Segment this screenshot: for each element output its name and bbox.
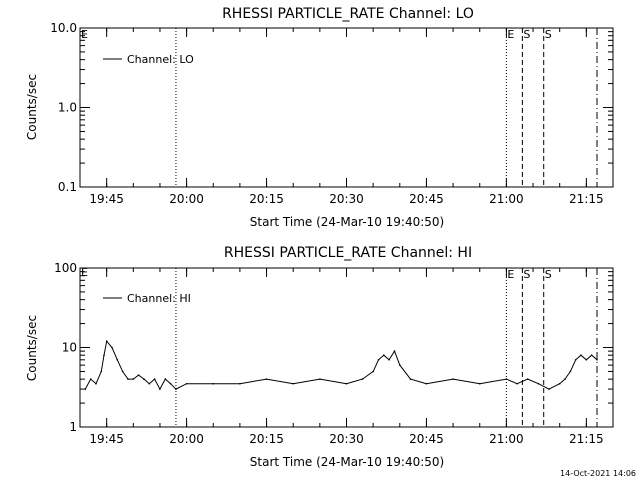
- data-point: [388, 359, 390, 361]
- data-point: [121, 370, 124, 373]
- data-point: [103, 354, 105, 357]
- x-tick-label: 20:30: [329, 192, 364, 206]
- event-marker-label: S: [545, 28, 552, 41]
- x-tick-label: 21:00: [489, 432, 524, 446]
- data-point: [292, 382, 295, 385]
- y-tick-label: 1: [69, 420, 77, 434]
- data-point: [537, 382, 540, 385]
- data-point: [590, 354, 593, 357]
- data-point: [596, 359, 598, 361]
- data-point: [345, 382, 348, 385]
- x-tick-label: 20:45: [409, 192, 444, 206]
- x-axis-label: Start Time (24-Mar-10 19:40:50): [250, 215, 444, 229]
- data-point: [558, 382, 561, 385]
- event-marker-label: E: [507, 28, 514, 41]
- x-tick-label: 21:15: [569, 432, 604, 446]
- footer-timestamp: 14-Oct-2021 14:06: [560, 469, 636, 478]
- data-point: [143, 378, 145, 380]
- data-point: [399, 364, 401, 366]
- data-point: [409, 378, 412, 380]
- data-point: [100, 370, 103, 373]
- data-point: [516, 382, 518, 385]
- data-point: [95, 382, 97, 385]
- x-tick-label: 19:45: [89, 432, 124, 446]
- data-point: [137, 374, 140, 376]
- data-point: [132, 378, 135, 380]
- legend-entry: Channel: HI: [127, 292, 191, 305]
- data-point: [383, 354, 385, 357]
- y-axis-label: Counts/sec: [25, 315, 39, 381]
- data-point: [175, 388, 177, 390]
- y-tick-label: 10: [62, 341, 77, 355]
- x-tick-label: 21:00: [489, 192, 524, 206]
- data-point: [372, 370, 375, 373]
- y-tick-label: 10.0: [50, 21, 77, 35]
- chart-panel-hi: RHESSI PARTICLE_RATE Channel: HI Counts/…: [25, 245, 614, 469]
- data-point: [569, 370, 572, 373]
- data-point: [169, 382, 172, 385]
- chart-title: RHESSI PARTICLE_RATE Channel: LO: [222, 6, 474, 22]
- data-point: [265, 378, 268, 380]
- data-point: [526, 378, 529, 380]
- x-tick-label: 19:45: [89, 192, 124, 206]
- y-axis-label: Counts/sec: [25, 74, 39, 140]
- y-tick-label: 100: [54, 261, 77, 275]
- data-point: [116, 359, 119, 361]
- data-point: [212, 382, 215, 385]
- data-point: [89, 378, 92, 380]
- data-point: [361, 378, 364, 380]
- y-tick-label: 0.1: [58, 180, 77, 194]
- data-point: [148, 382, 151, 385]
- data-point: [452, 378, 454, 380]
- data-point: [111, 346, 113, 349]
- x-tick-label: 20:30: [329, 432, 364, 446]
- data-point: [580, 354, 582, 357]
- data-point: [127, 378, 129, 380]
- data-point: [84, 388, 87, 390]
- data-point: [239, 382, 241, 385]
- legend-entry: Channel: LO: [127, 53, 194, 66]
- legend: Channel: HI: [103, 292, 191, 305]
- data-point: [164, 378, 167, 380]
- data-point: [393, 350, 396, 352]
- series-line: [84, 340, 598, 391]
- chart-panel-lo: RHESSI PARTICLE_RATE Channel: LO Counts/…: [25, 6, 614, 229]
- event-marker-label: E: [507, 268, 514, 281]
- legend: Channel: LO: [103, 53, 194, 66]
- event-marker-label: S: [523, 28, 530, 41]
- data-point: [159, 388, 161, 390]
- x-tick-label: 20:15: [249, 432, 284, 446]
- x-axis-label: Start Time (24-Mar-10 19:40:50): [250, 455, 444, 469]
- data-point: [425, 382, 428, 385]
- data-point: [505, 378, 508, 380]
- data-point: [564, 378, 566, 380]
- data-point: [574, 359, 577, 361]
- x-tick-label: 20:15: [249, 192, 284, 206]
- x-tick-label: 21:15: [569, 192, 604, 206]
- data-point: [153, 378, 156, 380]
- y-tick-label: 1.0: [58, 101, 77, 115]
- x-tick-label: 20:00: [169, 432, 204, 446]
- data-point: [377, 359, 380, 361]
- x-tick-label: 20:45: [409, 432, 444, 446]
- corner-label: E: [81, 28, 88, 41]
- data-point: [185, 382, 188, 385]
- data-point: [479, 382, 481, 385]
- data-point: [319, 378, 321, 380]
- chart-title: RHESSI PARTICLE_RATE Channel: HI: [224, 245, 472, 261]
- event-marker-label: S: [523, 268, 530, 281]
- x-tick-label: 20:00: [169, 192, 204, 206]
- data-point: [585, 359, 588, 361]
- data-point: [548, 388, 550, 390]
- corner-label: E: [81, 266, 88, 279]
- event-marker-label: S: [545, 268, 552, 281]
- data-point: [105, 340, 108, 343]
